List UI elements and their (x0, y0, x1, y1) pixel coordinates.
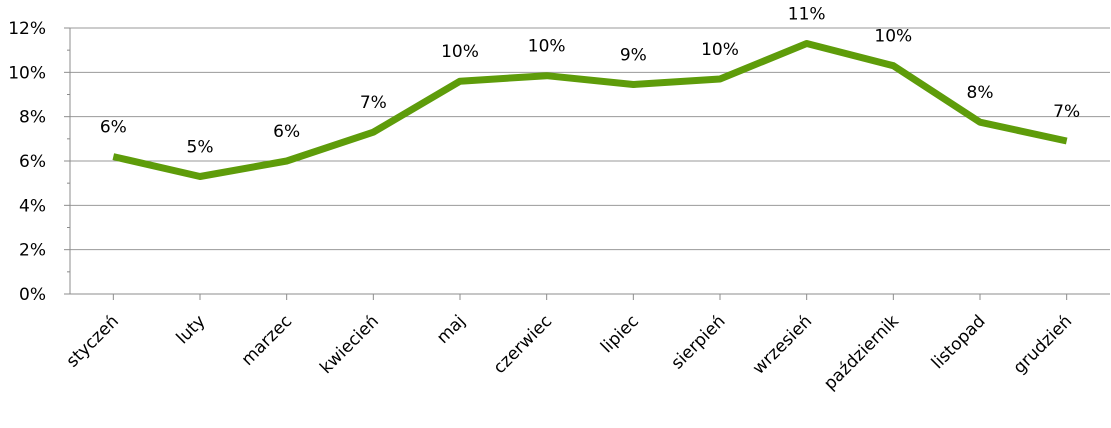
data-label: 10% (874, 27, 912, 47)
data-label: 8% (967, 83, 994, 103)
data-label: 7% (360, 93, 387, 113)
label-layer: 6% 5% 6% 7% 10% 10% 9% 10% 11% 10% 8% 7% (100, 5, 1080, 158)
data-label: 10% (528, 37, 566, 57)
data-label: 10% (441, 42, 479, 62)
x-tick-label: wrzesień (749, 311, 816, 378)
x-tick-label: styczeń (63, 311, 123, 371)
series-layer (112, 40, 1068, 180)
x-tick-label: marzec (238, 311, 296, 369)
y-tick-label: 2% (19, 241, 46, 261)
x-tick-label: grudzień (1010, 311, 1077, 378)
data-label: 9% (620, 46, 647, 66)
x-tick-label: czerwiec (490, 311, 557, 378)
x-tick-label: październik (820, 311, 903, 394)
y-tick-label: 10% (8, 63, 46, 83)
x-tick-label: maj (433, 311, 470, 348)
data-label: 6% (100, 118, 127, 138)
y-tick-label: 4% (19, 196, 46, 216)
y-tick-label: 8% (19, 108, 46, 128)
grid-layer (70, 27, 1110, 251)
x-tick-label: luty (173, 311, 210, 348)
data-label: 7% (1053, 102, 1080, 122)
data-label: 11% (788, 5, 826, 25)
x-tick-label: lipiec (597, 311, 643, 357)
data-label: 5% (187, 138, 214, 158)
x-tick-label: kwiecień (316, 311, 383, 378)
data-label: 10% (701, 40, 739, 60)
y-tick-label: 6% (19, 152, 46, 172)
series-line (112, 40, 1068, 180)
x-tick-label: sierpień (667, 311, 729, 373)
x-tick-label: listopad (928, 311, 990, 373)
y-tick-label: 0% (19, 285, 46, 305)
data-label: 6% (273, 122, 300, 142)
y-tick-label: 12% (8, 19, 46, 39)
